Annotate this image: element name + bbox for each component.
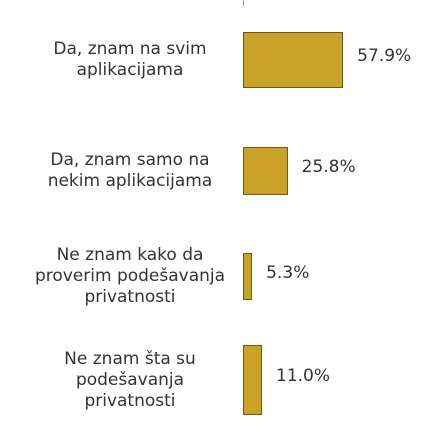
category-label: Da, znam samo na nekim aplikacijama <box>47 150 213 191</box>
axis-line <box>243 0 244 6</box>
bar <box>243 345 263 415</box>
value-label: 25.8% <box>301 157 356 177</box>
value-label: 5.3% <box>266 262 310 283</box>
category-label: Da, znam na svim aplikacijama <box>53 39 207 80</box>
bar <box>243 147 288 195</box>
bar <box>243 32 344 88</box>
category-label: Ne znam kako da proverim podešavanja pri… <box>34 245 226 307</box>
category-label: Ne znam šta su podešavanja privatnosti <box>64 348 196 411</box>
value-label: 57.9% <box>357 46 412 66</box>
value-label: 11.0% <box>276 366 331 386</box>
bar <box>243 253 253 300</box>
